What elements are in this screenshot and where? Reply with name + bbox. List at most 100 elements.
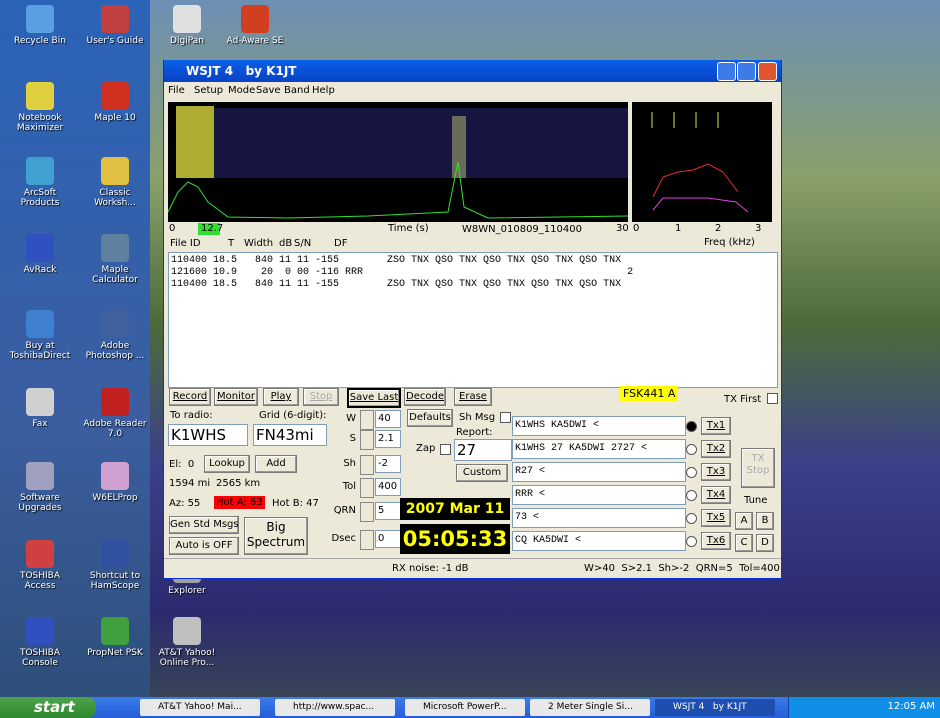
spinner-value[interactable]: 2.1 [375, 430, 401, 448]
desktop-icon[interactable]: Notebook Maximizer [4, 82, 76, 133]
spinner-arrows[interactable] [360, 455, 374, 475]
desktop-icon[interactable]: Ad-Aware SE [219, 5, 291, 46]
control-button[interactable]: Erase [454, 388, 492, 406]
radio[interactable] [686, 444, 697, 455]
auto[interactable]: Auto is OFF [169, 537, 239, 555]
message[interactable]: K1WHS KA5DWI < [512, 416, 686, 436]
control-button[interactable]: Decode [404, 388, 446, 406]
spinner-value[interactable]: 400 [375, 478, 401, 496]
tune-button[interactable]: B [756, 512, 774, 530]
menu-item[interactable]: Help [312, 85, 335, 96]
menu-item[interactable]: Setup [194, 85, 224, 96]
desktop-icon[interactable]: Adobe Reader 7.0 [79, 388, 151, 439]
desktop-icon[interactable]: Recycle Bin [4, 5, 76, 46]
control-button[interactable]: Stop [303, 388, 339, 406]
spinner-arrows[interactable] [360, 410, 374, 430]
radio[interactable] [686, 490, 697, 501]
tune-button[interactable]: C [735, 534, 753, 552]
icon-image [26, 157, 54, 185]
tx-button[interactable]: Tx5 [701, 509, 731, 527]
desktop-icon[interactable]: Classic Worksh... [79, 157, 151, 208]
radio[interactable] [686, 467, 697, 478]
tray: 12:05 AM [788, 697, 940, 718]
message[interactable]: RRR < [512, 485, 686, 505]
tx-button[interactable]: Tx3 [701, 463, 731, 481]
close[interactable] [758, 62, 777, 81]
tx-first-check[interactable] [767, 393, 778, 404]
message[interactable]: K1WHS 27 KA5DWI 2727 < [512, 439, 686, 459]
start-button[interactable]: start [0, 697, 96, 718]
desktop-icon[interactable]: AvRack [4, 234, 76, 275]
task-item[interactable]: AT&T Yahoo! Mai... [140, 699, 260, 716]
task-item[interactable]: WSJT 4 by K1JT [655, 699, 775, 716]
task-item[interactable]: Microsoft PowerP... [405, 699, 525, 716]
control-button[interactable]: Monitor [214, 388, 258, 406]
freq-tick: 1 [675, 223, 682, 234]
tx-button[interactable]: Tx4 [701, 486, 731, 504]
spinner-value[interactable]: 5 [375, 502, 401, 520]
desktop-icon[interactable]: AT&T Yahoo! Online Pro... [151, 617, 223, 668]
spinner-value[interactable]: 0 [375, 530, 401, 548]
radio[interactable] [686, 421, 697, 432]
desktop-icon[interactable]: User's Guide [79, 5, 151, 46]
gen-std[interactable]: Gen Std Msgs [169, 516, 239, 534]
spinner-arrows[interactable] [360, 430, 374, 450]
maximize[interactable] [737, 62, 756, 81]
grid[interactable]: FN43mi [253, 424, 327, 446]
message[interactable]: R27 < [512, 462, 686, 482]
desktop-icon[interactable]: Software Upgrades [4, 462, 76, 513]
tx-button[interactable]: Tx2 [701, 440, 731, 458]
big-spectrum[interactable]: Big Spectrum [244, 517, 308, 555]
desktop-icon[interactable]: ArcSoft Products [4, 157, 76, 208]
sh-msg-check[interactable] [500, 412, 511, 423]
tune-button[interactable]: A [735, 512, 753, 530]
desktop-icon[interactable]: DigiPan [151, 5, 223, 46]
defaults[interactable]: Defaults [407, 409, 453, 427]
decode-area: 110400 18.5 840 11 11 -155 ZSO TNX QSO T… [168, 252, 778, 388]
desktop-icon[interactable]: Adobe Photoshop ... [79, 310, 151, 361]
menu-item[interactable]: Save [256, 85, 281, 96]
custom[interactable]: Custom [456, 464, 508, 482]
desktop-icon[interactable]: Buy at ToshibaDirect [4, 310, 76, 361]
spectrum [168, 102, 772, 235]
menu-item[interactable]: File [168, 85, 185, 96]
tray-clock: 12:05 AM [887, 701, 935, 712]
column-label: File ID [170, 238, 201, 249]
spinner-arrows[interactable] [360, 478, 374, 498]
zap-check[interactable] [440, 444, 451, 455]
task-item[interactable]: http://www.spac... [275, 699, 395, 716]
to-radio[interactable]: K1WHS [168, 424, 248, 446]
radio[interactable] [686, 536, 697, 547]
task-item[interactable]: 2 Meter Single Si... [530, 699, 650, 716]
message[interactable]: 73 < [512, 508, 686, 528]
desktop-icon[interactable]: PropNet PSK [79, 617, 151, 658]
desktop-icon[interactable]: Shortcut to HamScope [79, 540, 151, 591]
add[interactable]: Add [255, 455, 297, 473]
tune-button[interactable]: D [756, 534, 774, 552]
tx-stop[interactable]: TX Stop [741, 448, 775, 488]
control-button[interactable]: Record [169, 388, 211, 406]
message[interactable]: CQ KA5DWI < [512, 531, 686, 551]
control-button[interactable]: Play [263, 388, 299, 406]
desktop-icon[interactable]: TOSHIBA Access [4, 540, 76, 591]
desktop-icon[interactable]: Maple Calculator [79, 234, 151, 285]
report[interactable]: 27 [454, 439, 512, 461]
spinner-value[interactable]: 40 [375, 410, 401, 428]
desktop-icon[interactable]: Fax [4, 388, 76, 429]
desktop-icon[interactable]: W6ELProp [79, 462, 151, 503]
tx-button[interactable]: Tx1 [701, 417, 731, 435]
minimize[interactable] [717, 62, 736, 81]
radio[interactable] [686, 513, 697, 524]
lookup[interactable]: Lookup [204, 455, 250, 473]
spinner-value[interactable]: -2 [375, 455, 401, 473]
desktop-icon[interactable]: TOSHIBA Console [4, 617, 76, 668]
control-button[interactable]: Save Last [347, 388, 401, 408]
report-label: Report: [456, 427, 493, 438]
menu-item[interactable]: Mode [228, 85, 256, 96]
spinner-arrows[interactable] [360, 502, 374, 522]
icon-label: Maple Calculator [92, 265, 138, 285]
spinner-arrows[interactable] [360, 530, 374, 550]
tx-button[interactable]: Tx6 [701, 532, 731, 550]
desktop-icon[interactable]: Maple 10 [79, 82, 151, 123]
menu-item[interactable]: Band [284, 85, 310, 96]
